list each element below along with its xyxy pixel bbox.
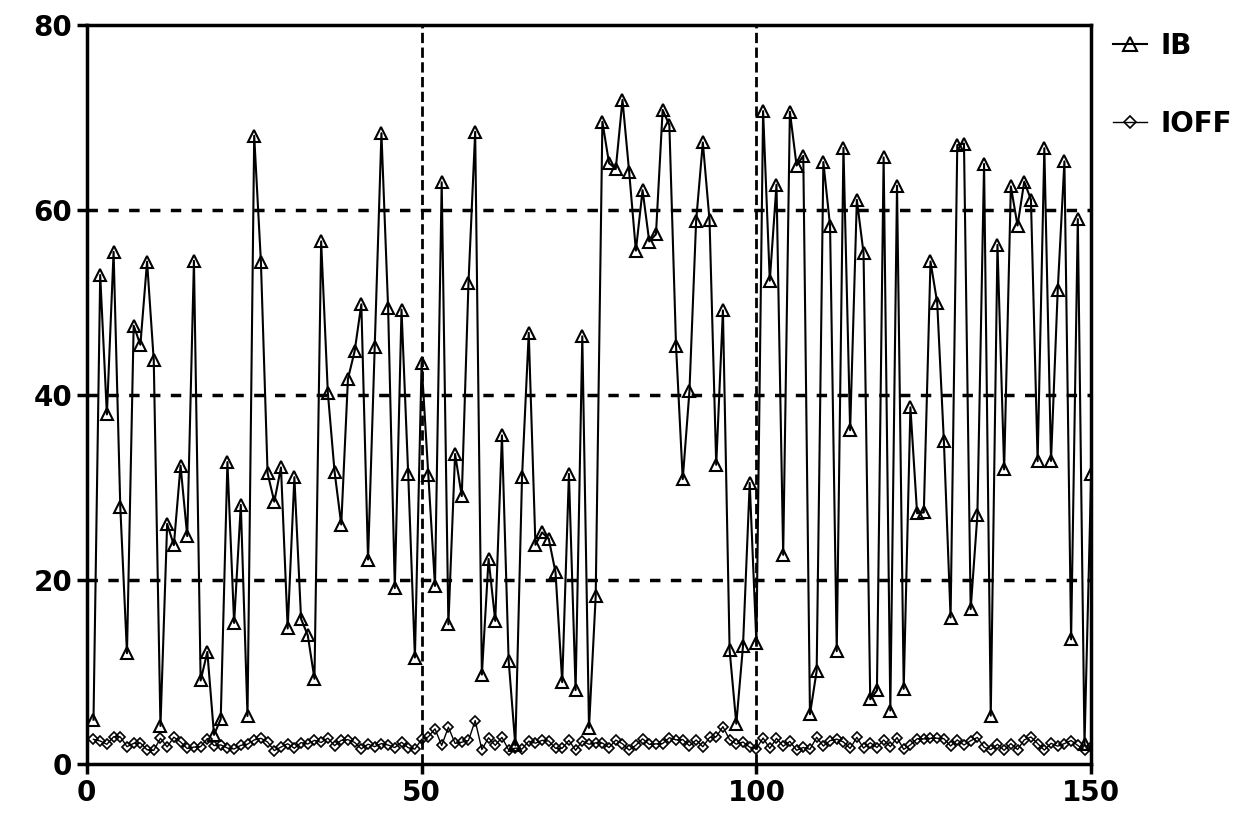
IOFF xyxy=(467,716,482,726)
IB xyxy=(414,358,429,368)
Line: IOFF: IOFF xyxy=(91,717,1095,754)
IB xyxy=(662,120,677,130)
IB xyxy=(789,160,804,170)
IB xyxy=(86,715,100,725)
IB xyxy=(1084,469,1099,478)
IOFF xyxy=(621,746,636,755)
IB xyxy=(508,741,523,750)
Line: IB: IB xyxy=(88,95,1096,751)
IOFF xyxy=(420,732,435,741)
IOFF xyxy=(86,734,100,744)
IB xyxy=(615,95,630,104)
IOFF xyxy=(662,732,677,742)
IB xyxy=(621,167,636,177)
IOFF xyxy=(923,733,937,743)
IOFF xyxy=(789,746,804,755)
IOFF xyxy=(1084,742,1099,752)
IB xyxy=(923,256,937,266)
Legend: IB, IOFF: IB, IOFF xyxy=(1105,24,1240,146)
IOFF xyxy=(267,746,281,755)
IB xyxy=(481,554,496,564)
IOFF xyxy=(495,732,510,742)
